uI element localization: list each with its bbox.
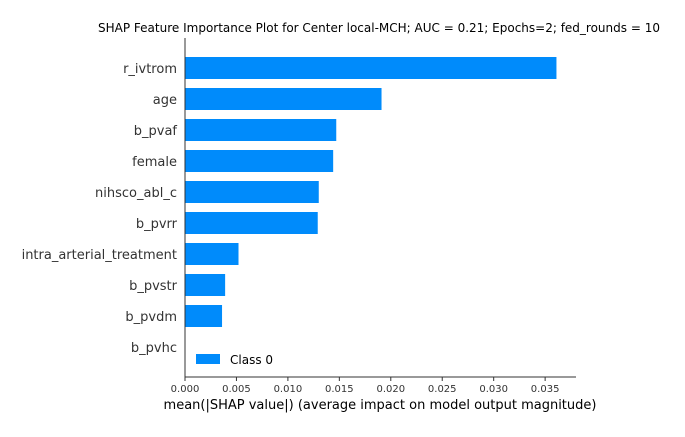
bar-female: [185, 150, 334, 172]
y-tick-label-age: age: [153, 93, 177, 108]
bar-b_pvaf: [185, 119, 337, 141]
x-tick-label-0: 0.000: [171, 384, 200, 395]
y-tick-label-b_pvstr: b_pvstr: [129, 279, 178, 294]
bars-layer: [185, 57, 557, 327]
bar-r_ivtrom: [185, 57, 557, 79]
y-tick-label-nihsco_abl_c: nihsco_abl_c: [95, 186, 177, 201]
bar-b_pvstr: [185, 274, 226, 296]
x-tick-label-1: 0.005: [222, 384, 251, 395]
y-tick-label-b_pvaf: b_pvaf: [134, 124, 178, 139]
y-tick-label-female: female: [132, 155, 177, 170]
bar-intra_arterial_treatment: [185, 243, 239, 265]
chart-title: SHAP Feature Importance Plot for Center …: [98, 21, 660, 35]
y-tick-label-intra_arterial_treatment: intra_arterial_treatment: [22, 248, 177, 263]
y-tick-label-b_pvdm: b_pvdm: [125, 310, 177, 325]
legend-swatch-class-0: [196, 354, 220, 364]
y-tick-label-b_pvhc: b_pvhc: [131, 341, 177, 356]
y-tick-label-r_ivtrom: r_ivtrom: [123, 62, 177, 77]
bar-age: [185, 88, 382, 110]
legend-label-class-0: Class 0: [230, 353, 273, 367]
bar-b_pvrr: [185, 212, 318, 234]
bar-nihsco_abl_c: [185, 181, 319, 203]
x-ticks: 0.000 0.005 0.010 0.015 0.020 0.025 0.030 0.035: [171, 377, 560, 395]
x-tick-label-6: 0.030: [479, 384, 508, 395]
y-tick-label-b_pvrr: b_pvrr: [136, 217, 178, 232]
x-tick-label-3: 0.015: [325, 384, 354, 395]
x-tick-label-4: 0.020: [376, 384, 405, 395]
x-axis-label: mean(|SHAP value|) (average impact on mo…: [164, 398, 597, 413]
legend: Class 0: [196, 353, 273, 367]
bar-b_pvdm: [185, 305, 223, 327]
x-tick-label-7: 0.035: [531, 384, 560, 395]
x-tick-label-2: 0.010: [274, 384, 303, 395]
x-tick-label-5: 0.025: [428, 384, 457, 395]
